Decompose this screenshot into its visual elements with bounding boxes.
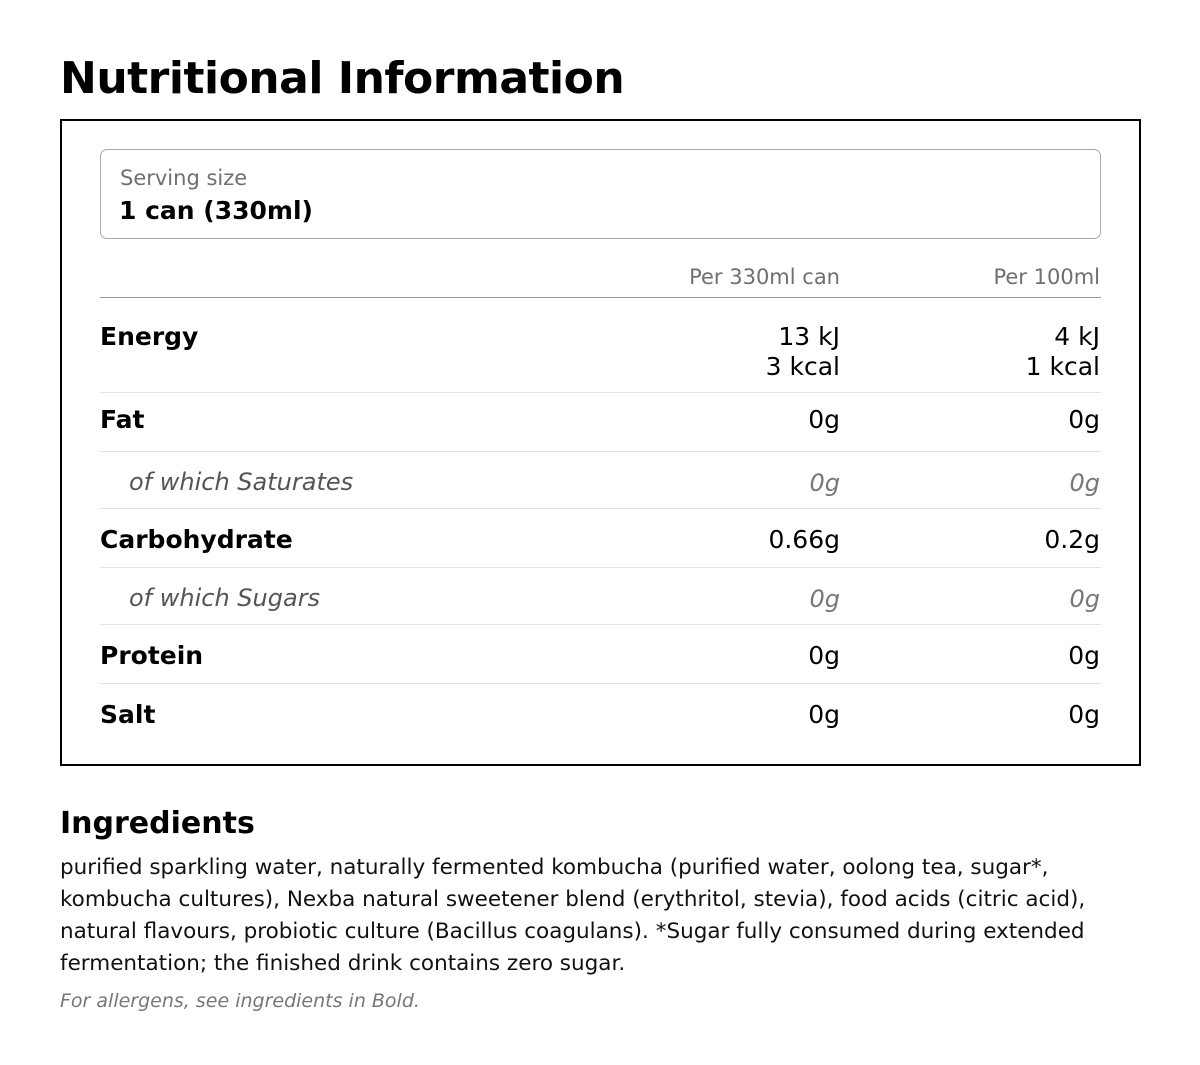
value-per-100ml: 0g	[1068, 700, 1100, 730]
nutrient-row: of which Sugars 0g 0g	[100, 568, 1101, 625]
ingredients-text: purified sparkling water, naturally ferm…	[60, 855, 1086, 976]
column-header-per-100ml: Per 100ml	[993, 265, 1100, 289]
nutrient-label: Energy	[100, 322, 199, 351]
value-per-can: 0.66g	[768, 525, 840, 555]
serving-size-value: 1 can (330ml)	[119, 196, 313, 225]
nutrient-value: 0g	[808, 405, 840, 434]
nutrient-label: Carbohydrate	[100, 525, 293, 554]
nutrient-value: 1 kcal	[1025, 352, 1100, 381]
nutrient-value: 13 kJ	[778, 322, 840, 351]
column-header-per-can: Per 330ml can	[689, 265, 840, 289]
serving-size-label: Serving size	[120, 166, 248, 190]
page-title: Nutritional Information	[60, 53, 625, 104]
nutrient-value: 0.66g	[768, 525, 840, 554]
allergen-note: For allergens, see ingredients in Bold.	[60, 990, 420, 1012]
nutrient-rows: Energy 13 kJ 3 kcal 4 kJ 1 kcal Fat 0g 0g of whi…	[100, 298, 1101, 742]
nutrient-value: 0g	[1068, 700, 1100, 729]
nutrient-label: of which Saturates	[129, 468, 354, 496]
value-per-can: 0g	[808, 700, 840, 730]
nutrient-value: 0g	[809, 469, 840, 497]
value-per-100ml: 0.2g	[1044, 525, 1100, 555]
nutrient-label: Fat	[100, 405, 145, 434]
value-per-100ml: 4 kJ 1 kcal	[1026, 322, 1100, 382]
header-divider	[100, 297, 1101, 298]
value-per-100ml: 0g	[1068, 405, 1100, 435]
nutrition-table: Serving size 1 can (330ml) Per 330ml can…	[60, 119, 1141, 766]
nutrient-value: 4 kJ	[1054, 322, 1100, 351]
value-per-100ml: 0g	[1069, 584, 1100, 614]
nutrient-value: 0g	[1069, 585, 1100, 613]
serving-size-box: Serving size 1 can (330ml)	[100, 149, 1101, 239]
nutrient-value: 0.2g	[1044, 525, 1100, 554]
value-per-100ml: 0g	[1069, 468, 1100, 498]
nutrient-row: of which Saturates 0g 0g	[100, 452, 1101, 509]
nutrient-row: Carbohydrate 0.66g 0.2g	[100, 509, 1101, 568]
ingredients-title: Ingredients	[60, 806, 255, 841]
value-per-100ml: 0g	[1068, 641, 1100, 671]
value-per-can: 0g	[809, 584, 840, 614]
value-per-can: 0g	[808, 405, 840, 435]
nutrient-value: 0g	[808, 641, 840, 670]
value-per-can: 13 kJ 3 kcal	[766, 322, 840, 382]
value-per-can: 0g	[809, 468, 840, 498]
nutrient-value: 3 kcal	[765, 352, 840, 381]
nutrient-label: Protein	[100, 641, 204, 670]
nutrient-row: Protein 0g 0g	[100, 625, 1101, 684]
nutrient-row: Salt 0g 0g	[100, 684, 1101, 742]
nutrient-row: Energy 13 kJ 3 kcal 4 kJ 1 kcal	[100, 298, 1101, 393]
value-per-can: 0g	[808, 641, 840, 671]
nutrient-value: 0g	[1068, 641, 1100, 670]
nutrient-value: 0g	[809, 585, 840, 613]
nutrient-value: 0g	[1069, 469, 1100, 497]
nutrient-value: 0g	[1068, 405, 1100, 434]
nutrient-label: Salt	[100, 700, 156, 729]
nutrient-value: 0g	[808, 700, 840, 729]
nutrient-label: of which Sugars	[129, 584, 321, 612]
nutrient-row: Fat 0g 0g	[100, 393, 1101, 452]
